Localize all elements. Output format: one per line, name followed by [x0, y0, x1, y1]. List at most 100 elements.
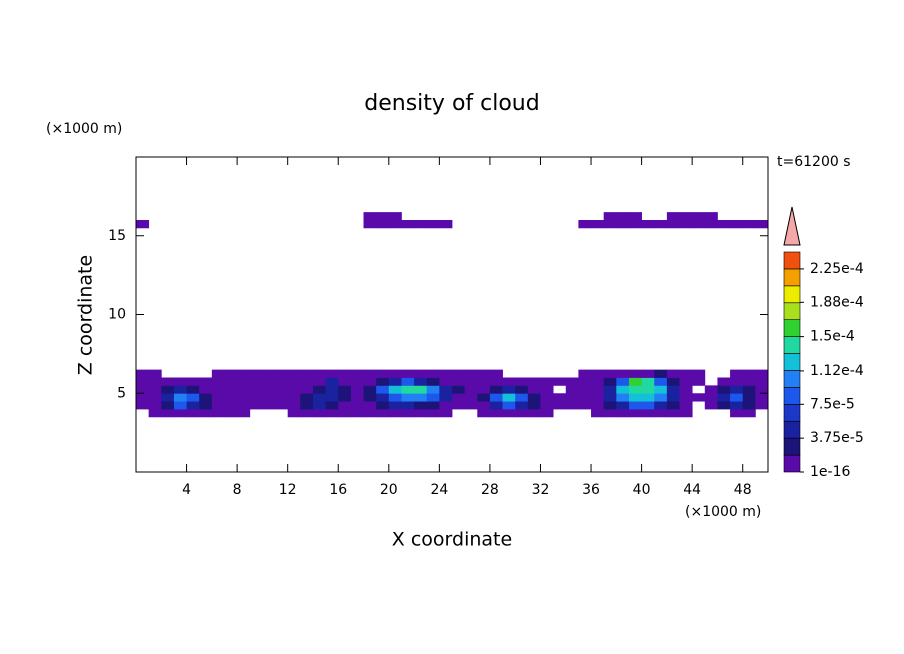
contour-cell [641, 377, 655, 386]
contour-cell [338, 409, 352, 418]
contour-cell [414, 409, 428, 418]
contour-cell [350, 369, 364, 378]
contour-cell [275, 393, 289, 402]
contour-cell [755, 377, 769, 386]
colorbar-tick-label: 1e-16 [810, 464, 850, 480]
contour-cell [148, 409, 162, 418]
contour-cell [173, 377, 187, 386]
contour-cell [350, 385, 364, 394]
contour-cell [439, 369, 453, 378]
contour-cell [755, 385, 769, 394]
contour-cell [452, 401, 466, 410]
contour-cell [439, 385, 453, 394]
contour-cell [679, 401, 693, 410]
contour-cell [679, 377, 693, 386]
contour-cell [464, 393, 478, 402]
contour-cell [477, 377, 491, 386]
contour-cell [730, 220, 744, 229]
contour-cell [136, 369, 150, 378]
contour-cell [237, 401, 251, 410]
contour-cell [350, 393, 364, 402]
colorbar-box [783, 370, 801, 388]
x-tick-label: 44 [683, 482, 701, 498]
contour-cell [363, 369, 377, 378]
contour-cell [654, 393, 668, 402]
contour-cell [199, 409, 213, 418]
contour-cell [591, 369, 605, 378]
contour-cell [388, 377, 402, 386]
contour-cell [426, 393, 440, 402]
contour-cell [388, 401, 402, 410]
contour-cell [616, 409, 630, 418]
contour-cell [603, 385, 617, 394]
contour-cell [186, 377, 200, 386]
colorbar-box [783, 404, 801, 422]
contour-cell [350, 377, 364, 386]
contour-cell [565, 393, 579, 402]
contour-cell [679, 385, 693, 394]
contour-cell [616, 212, 630, 221]
contour-cell [489, 369, 503, 378]
contour-cell [578, 385, 592, 394]
contour-cell [730, 369, 744, 378]
contour-cell [136, 377, 150, 386]
contour-cell [350, 401, 364, 410]
x-tick-label: 4 [182, 482, 191, 498]
contour-cell [325, 409, 339, 418]
contour-cell [742, 377, 756, 386]
contour-cell [704, 212, 718, 221]
contour-cell [426, 377, 440, 386]
contour-cell [237, 385, 251, 394]
x-axis-label: X coordinate [392, 529, 512, 551]
contour-cell [666, 393, 680, 402]
contour-cell [224, 409, 238, 418]
contour-cell [616, 401, 630, 410]
contour-cell [262, 393, 276, 402]
contour-cell [414, 393, 428, 402]
contour-cell [249, 369, 263, 378]
contour-cell [237, 369, 251, 378]
contour-cell [666, 220, 680, 229]
contour-cell [376, 369, 390, 378]
contour-cell [603, 409, 617, 418]
contour-cell [161, 385, 175, 394]
contour-cell [414, 377, 428, 386]
contour-cell [477, 393, 491, 402]
contour-cell [540, 409, 554, 418]
contour-cell [717, 393, 731, 402]
contour-cell [679, 409, 693, 418]
contour-cell [312, 409, 326, 418]
contour-cell [477, 385, 491, 394]
contour-cell [363, 409, 377, 418]
contour-cell [654, 377, 668, 386]
contour-cell [641, 220, 655, 229]
contour-cell [578, 393, 592, 402]
contour-cell [489, 385, 503, 394]
contour-cell [603, 377, 617, 386]
contour-cell [275, 369, 289, 378]
contour-cell [565, 377, 579, 386]
contour-cell [136, 220, 150, 229]
contour-cell [591, 409, 605, 418]
contour-cell [730, 393, 744, 402]
contour-cell [401, 409, 415, 418]
contour-cell [388, 385, 402, 394]
colorbar-box [783, 437, 801, 456]
contour-cell [540, 385, 554, 394]
contour-cell [464, 385, 478, 394]
contour-cell [591, 220, 605, 229]
contour-cell [224, 377, 238, 386]
contour-cell [312, 401, 326, 410]
contour-cell [136, 401, 150, 410]
contour-cell [452, 369, 466, 378]
contour-cell [477, 401, 491, 410]
contour-cell [742, 385, 756, 394]
contour-cell [186, 393, 200, 402]
contour-cell [388, 369, 402, 378]
contour-cell [439, 401, 453, 410]
contour-cell [199, 401, 213, 410]
time-label: t=61200 s [777, 154, 851, 170]
contour-cell [211, 377, 225, 386]
contour-cell [704, 401, 718, 410]
